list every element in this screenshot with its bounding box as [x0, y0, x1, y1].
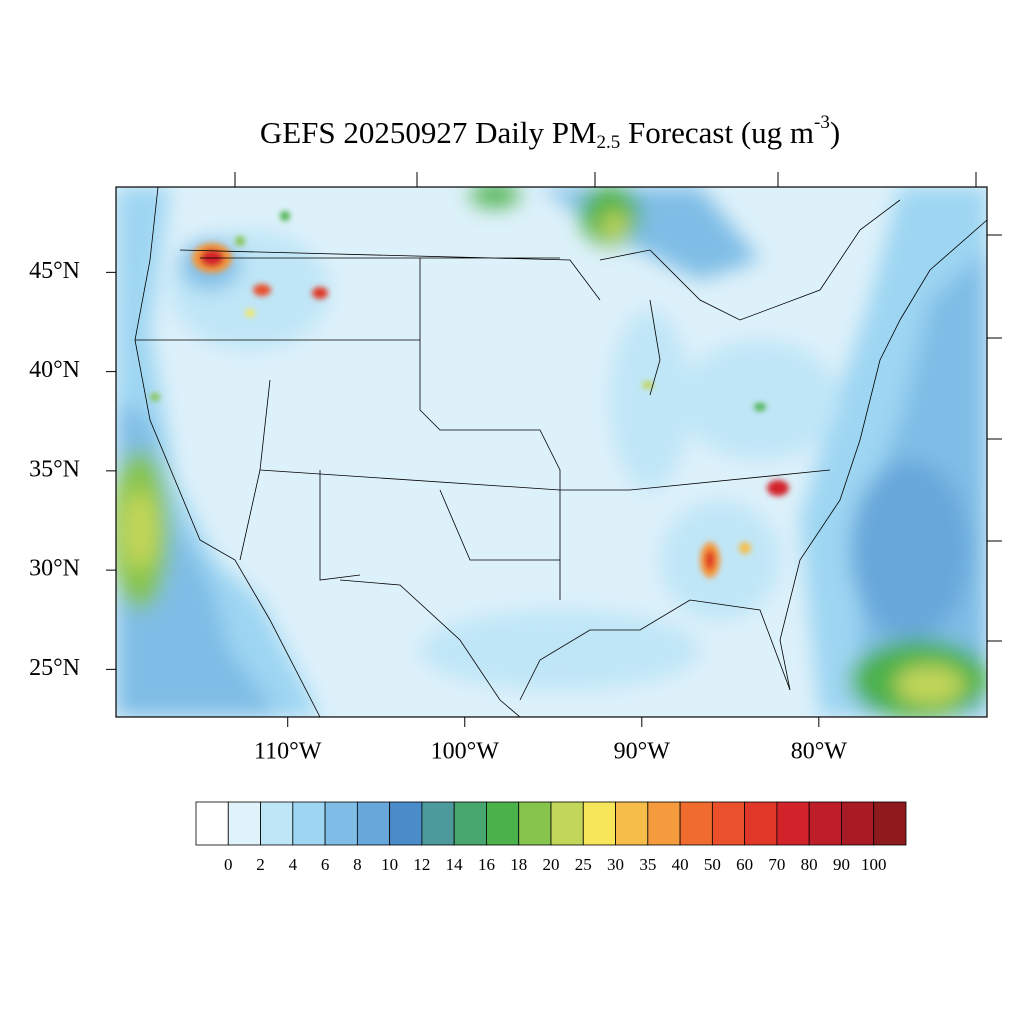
x-tick-label: 90°W [614, 739, 671, 765]
colorbar-box [292, 801, 326, 846]
colorbar-box [647, 801, 681, 846]
colorbar-label: 14 [446, 855, 464, 874]
y-tick-label: 40°N [29, 357, 80, 383]
colorbar-box [389, 801, 423, 846]
colorbar-label: 16 [478, 855, 495, 874]
map-field [116, 187, 987, 717]
colorbar-box [518, 801, 552, 846]
colorbar-box [711, 801, 746, 846]
y-tick-label: 30°N [29, 556, 80, 582]
colorbar-box [744, 801, 778, 846]
x-tick-label: 80°W [791, 739, 848, 765]
colorbar-label: 6 [321, 855, 330, 874]
map-frame [115, 186, 988, 718]
colorbar-label: 18 [510, 855, 527, 874]
colorbar-label: 70 [768, 855, 785, 874]
colorbar-label: 80 [801, 855, 818, 874]
colorbar-label: 40 [672, 855, 689, 874]
colorbar-box [260, 801, 294, 846]
colorbar-label: 10 [381, 855, 398, 874]
colorbar-box [324, 801, 358, 846]
colorbar-label: 12 [413, 855, 430, 874]
colorbar-box [841, 801, 875, 846]
colorbar-box [227, 801, 261, 846]
y-tick-label: 35°N [29, 456, 80, 482]
colorbar-label: 8 [353, 855, 362, 874]
colorbar-box [776, 801, 810, 846]
colorbar-label: 4 [289, 855, 298, 874]
colorbar-box [808, 801, 842, 846]
colorbar-box [453, 801, 487, 846]
projection-ticks [234, 172, 1002, 642]
colorbar-box [615, 801, 649, 846]
colorbar-box [486, 801, 520, 846]
colorbar-box [679, 801, 713, 846]
colorbar-label: 90 [833, 855, 850, 874]
colorbar-label: 20 [543, 855, 560, 874]
colorbar-label: 0 [224, 855, 233, 874]
colorbar-box [421, 801, 455, 846]
colorbar-label: 50 [704, 855, 721, 874]
colorbar-box [195, 801, 229, 846]
colorbar-label: 30 [607, 855, 624, 874]
y-tick-label: 25°N [29, 655, 80, 681]
colorbar-box [550, 801, 584, 846]
colorbar-label: 35 [639, 855, 656, 874]
x-tick-label: 100°W [431, 739, 500, 765]
colorbar-label: 60 [736, 855, 753, 874]
x-tick-label: 110°W [254, 739, 322, 765]
chart-title: GEFS 20250927 Daily PM2.5 Forecast (ug m… [260, 112, 840, 153]
colorbar-box [873, 801, 907, 846]
colorbar-label: 2 [256, 855, 265, 874]
colorbar-label: 100 [861, 855, 887, 874]
colorbar-label: 25 [575, 855, 592, 874]
colorbar-box [356, 801, 391, 846]
colorbar-box [582, 801, 616, 846]
y-tick-label: 45°N [29, 258, 80, 284]
